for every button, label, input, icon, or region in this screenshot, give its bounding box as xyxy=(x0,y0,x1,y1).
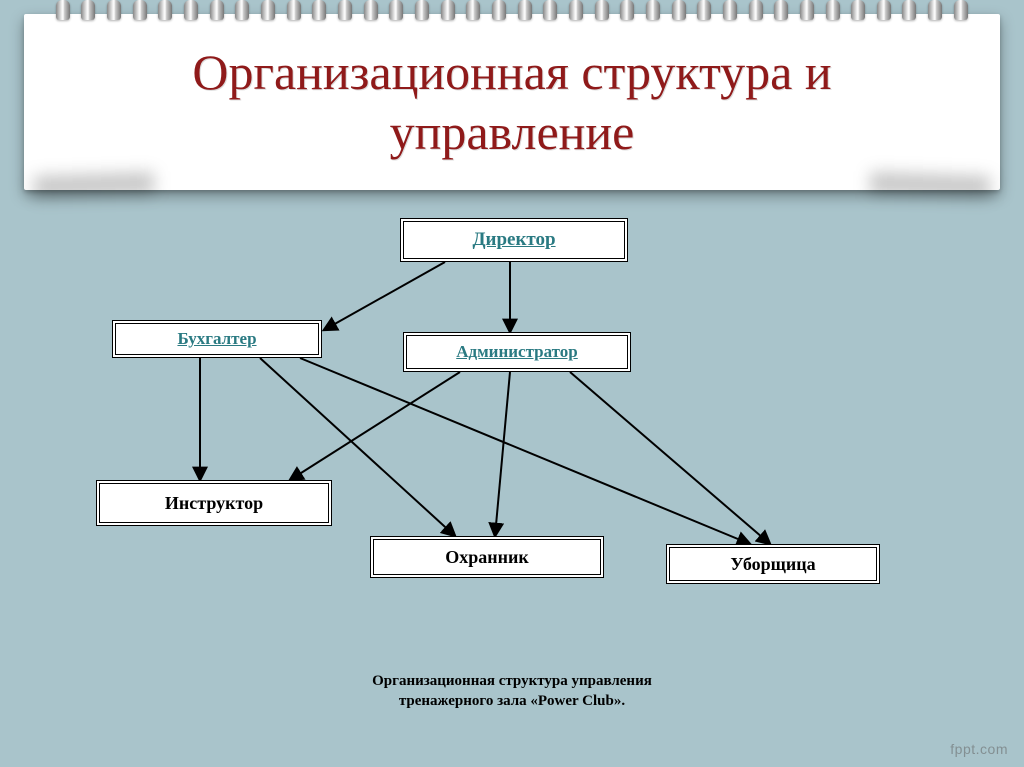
spiral-ring xyxy=(672,0,686,20)
watermark: fppt.com xyxy=(950,741,1008,757)
node-cleaner: Уборщица xyxy=(666,544,880,584)
org-chart: Директор Бухгалтер Администратор Инструктор… xyxy=(0,200,1024,620)
spiral-ring xyxy=(826,0,840,20)
spiral-ring xyxy=(543,0,557,20)
spiral-ring xyxy=(158,0,172,20)
spiral-ring xyxy=(723,0,737,20)
spiral-ring xyxy=(81,0,95,20)
spiral-ring xyxy=(415,0,429,20)
spiral-ring xyxy=(800,0,814,20)
slide-title: Организационная структура и управление xyxy=(24,42,1000,162)
spiral-ring xyxy=(338,0,352,20)
caption-line2: тренажерного зала «Power Club». xyxy=(0,692,1024,712)
node-guard: Охранник xyxy=(370,536,604,578)
spiral-ring xyxy=(595,0,609,20)
spiral-ring xyxy=(261,0,275,20)
spiral-ring xyxy=(492,0,506,20)
spiral-ring xyxy=(569,0,583,20)
spiral-ring xyxy=(851,0,865,20)
spiral-ring xyxy=(441,0,455,20)
edge-admin-instructor xyxy=(290,372,460,480)
caption: Организационная структура управления тре… xyxy=(0,672,1024,711)
spiral-ring xyxy=(774,0,788,20)
spiral-ring xyxy=(697,0,711,20)
edge-director-accountant xyxy=(324,262,445,330)
node-director: Директор xyxy=(400,218,628,262)
spiral-ring xyxy=(877,0,891,20)
spiral-ring xyxy=(954,0,968,20)
node-accountant: Бухгалтер xyxy=(112,320,322,358)
spiral-ring xyxy=(56,0,70,20)
spiral-ring xyxy=(466,0,480,20)
node-admin: Администратор xyxy=(403,332,631,372)
spiral-binding xyxy=(40,0,984,22)
title-card: Организационная структура и управление xyxy=(24,14,1000,190)
spiral-ring xyxy=(133,0,147,20)
spiral-ring xyxy=(210,0,224,20)
edge-admin-cleaner xyxy=(570,372,770,544)
spiral-ring xyxy=(184,0,198,20)
spiral-ring xyxy=(902,0,916,20)
caption-line1: Организационная структура управления xyxy=(0,672,1024,692)
spiral-ring xyxy=(312,0,326,20)
spiral-ring xyxy=(620,0,634,20)
spiral-ring xyxy=(646,0,660,20)
spiral-ring xyxy=(235,0,249,20)
spiral-ring xyxy=(928,0,942,20)
edge-admin-guard xyxy=(495,372,510,536)
spiral-ring xyxy=(749,0,763,20)
node-instructor: Инструктор xyxy=(96,480,332,526)
spiral-ring xyxy=(389,0,403,20)
spiral-ring xyxy=(518,0,532,20)
spiral-ring xyxy=(107,0,121,20)
spiral-ring xyxy=(364,0,378,20)
edge-accountant-cleaner xyxy=(300,358,750,544)
spiral-ring xyxy=(287,0,301,20)
